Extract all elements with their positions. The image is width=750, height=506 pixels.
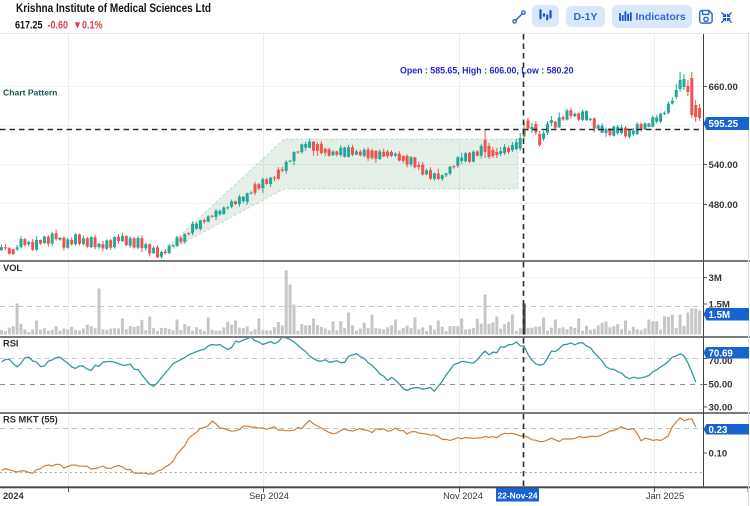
svg-text:480.00: 480.00 bbox=[709, 200, 738, 211]
svg-text:660.00: 660.00 bbox=[709, 82, 738, 93]
svg-text:RSI: RSI bbox=[3, 339, 19, 349]
svg-text:1.5M: 1.5M bbox=[709, 310, 731, 321]
svg-text:RS MKT (55): RS MKT (55) bbox=[3, 415, 58, 425]
svg-text:50.00: 50.00 bbox=[709, 380, 733, 391]
svg-text:D-1Y: D-1Y bbox=[574, 11, 598, 23]
svg-text:70.00: 70.00 bbox=[709, 356, 733, 367]
svg-text:3M: 3M bbox=[709, 273, 722, 284]
svg-text:Open : 585.65, High : 606.00,: Open : 585.65, High : 606.00, Low : 580.… bbox=[400, 66, 574, 76]
svg-text:1.5M: 1.5M bbox=[709, 300, 730, 311]
svg-text:Chart Pattern: Chart Pattern bbox=[3, 88, 57, 98]
svg-text:0.23: 0.23 bbox=[709, 425, 728, 436]
svg-text:595.25: 595.25 bbox=[709, 119, 739, 130]
svg-text:Indicators: Indicators bbox=[636, 11, 686, 23]
svg-text:Sep 2024: Sep 2024 bbox=[249, 491, 289, 501]
svg-text:2024: 2024 bbox=[3, 491, 25, 501]
svg-text:22-Nov-24: 22-Nov-24 bbox=[497, 490, 537, 500]
svg-text:Jan 2025: Jan 2025 bbox=[646, 491, 684, 501]
svg-text:VOL: VOL bbox=[3, 263, 22, 273]
svg-text:540.00: 540.00 bbox=[709, 160, 738, 171]
svg-text:Nov 2024: Nov 2024 bbox=[443, 491, 483, 501]
svg-text:70.69: 70.69 bbox=[709, 348, 734, 359]
svg-text:30.00: 30.00 bbox=[709, 403, 733, 414]
svg-text:0.10: 0.10 bbox=[709, 449, 728, 460]
